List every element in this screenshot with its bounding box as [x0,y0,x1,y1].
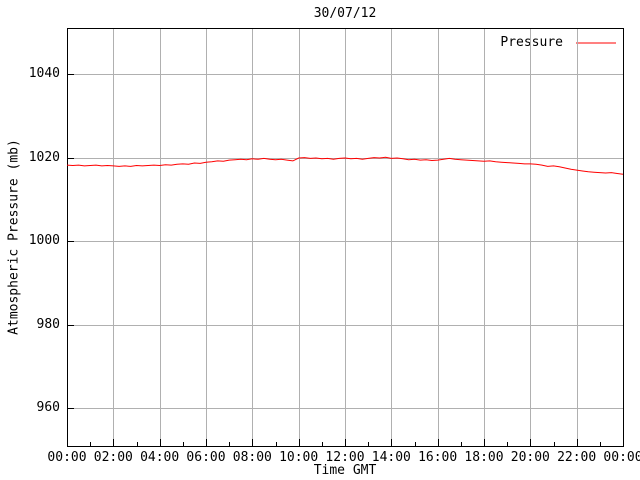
y-tick-label: 960 [36,400,60,416]
y-tick-label: 980 [36,316,60,332]
x-tick-label: 00:00 [47,450,87,465]
gridlines [67,28,623,446]
x-tick-label: 18:00 [464,450,504,465]
y-tick-label: 1020 [28,149,60,165]
legend: Pressure [500,35,616,50]
x-tick-label: 14:00 [371,450,411,465]
x-tick-label: 20:00 [510,450,550,465]
x-tick-label: 10:00 [279,450,319,465]
y-tick-label: 1040 [28,65,60,81]
series-line-pressure [66,156,624,175]
chart-title: 30/07/12 [313,6,377,21]
x-tick-label: 22:00 [557,450,597,465]
x-tick-label: 08:00 [232,450,272,465]
x-tick-label: 02:00 [93,450,133,465]
x-tick-label: 16:00 [418,450,458,465]
x-axis-title: Time GMT [313,463,377,478]
x-tick-label: 00:00 [603,450,640,465]
x-tick-label: 06:00 [186,450,226,465]
x-tick-label: 04:00 [140,450,180,465]
axis-ticks [67,74,624,446]
legend-label: Pressure [500,35,563,50]
x-tick-label: 12:00 [325,450,365,465]
legend-line-sample [576,42,616,43]
y-tick-label: 1000 [28,233,60,249]
plot-border [67,28,624,447]
